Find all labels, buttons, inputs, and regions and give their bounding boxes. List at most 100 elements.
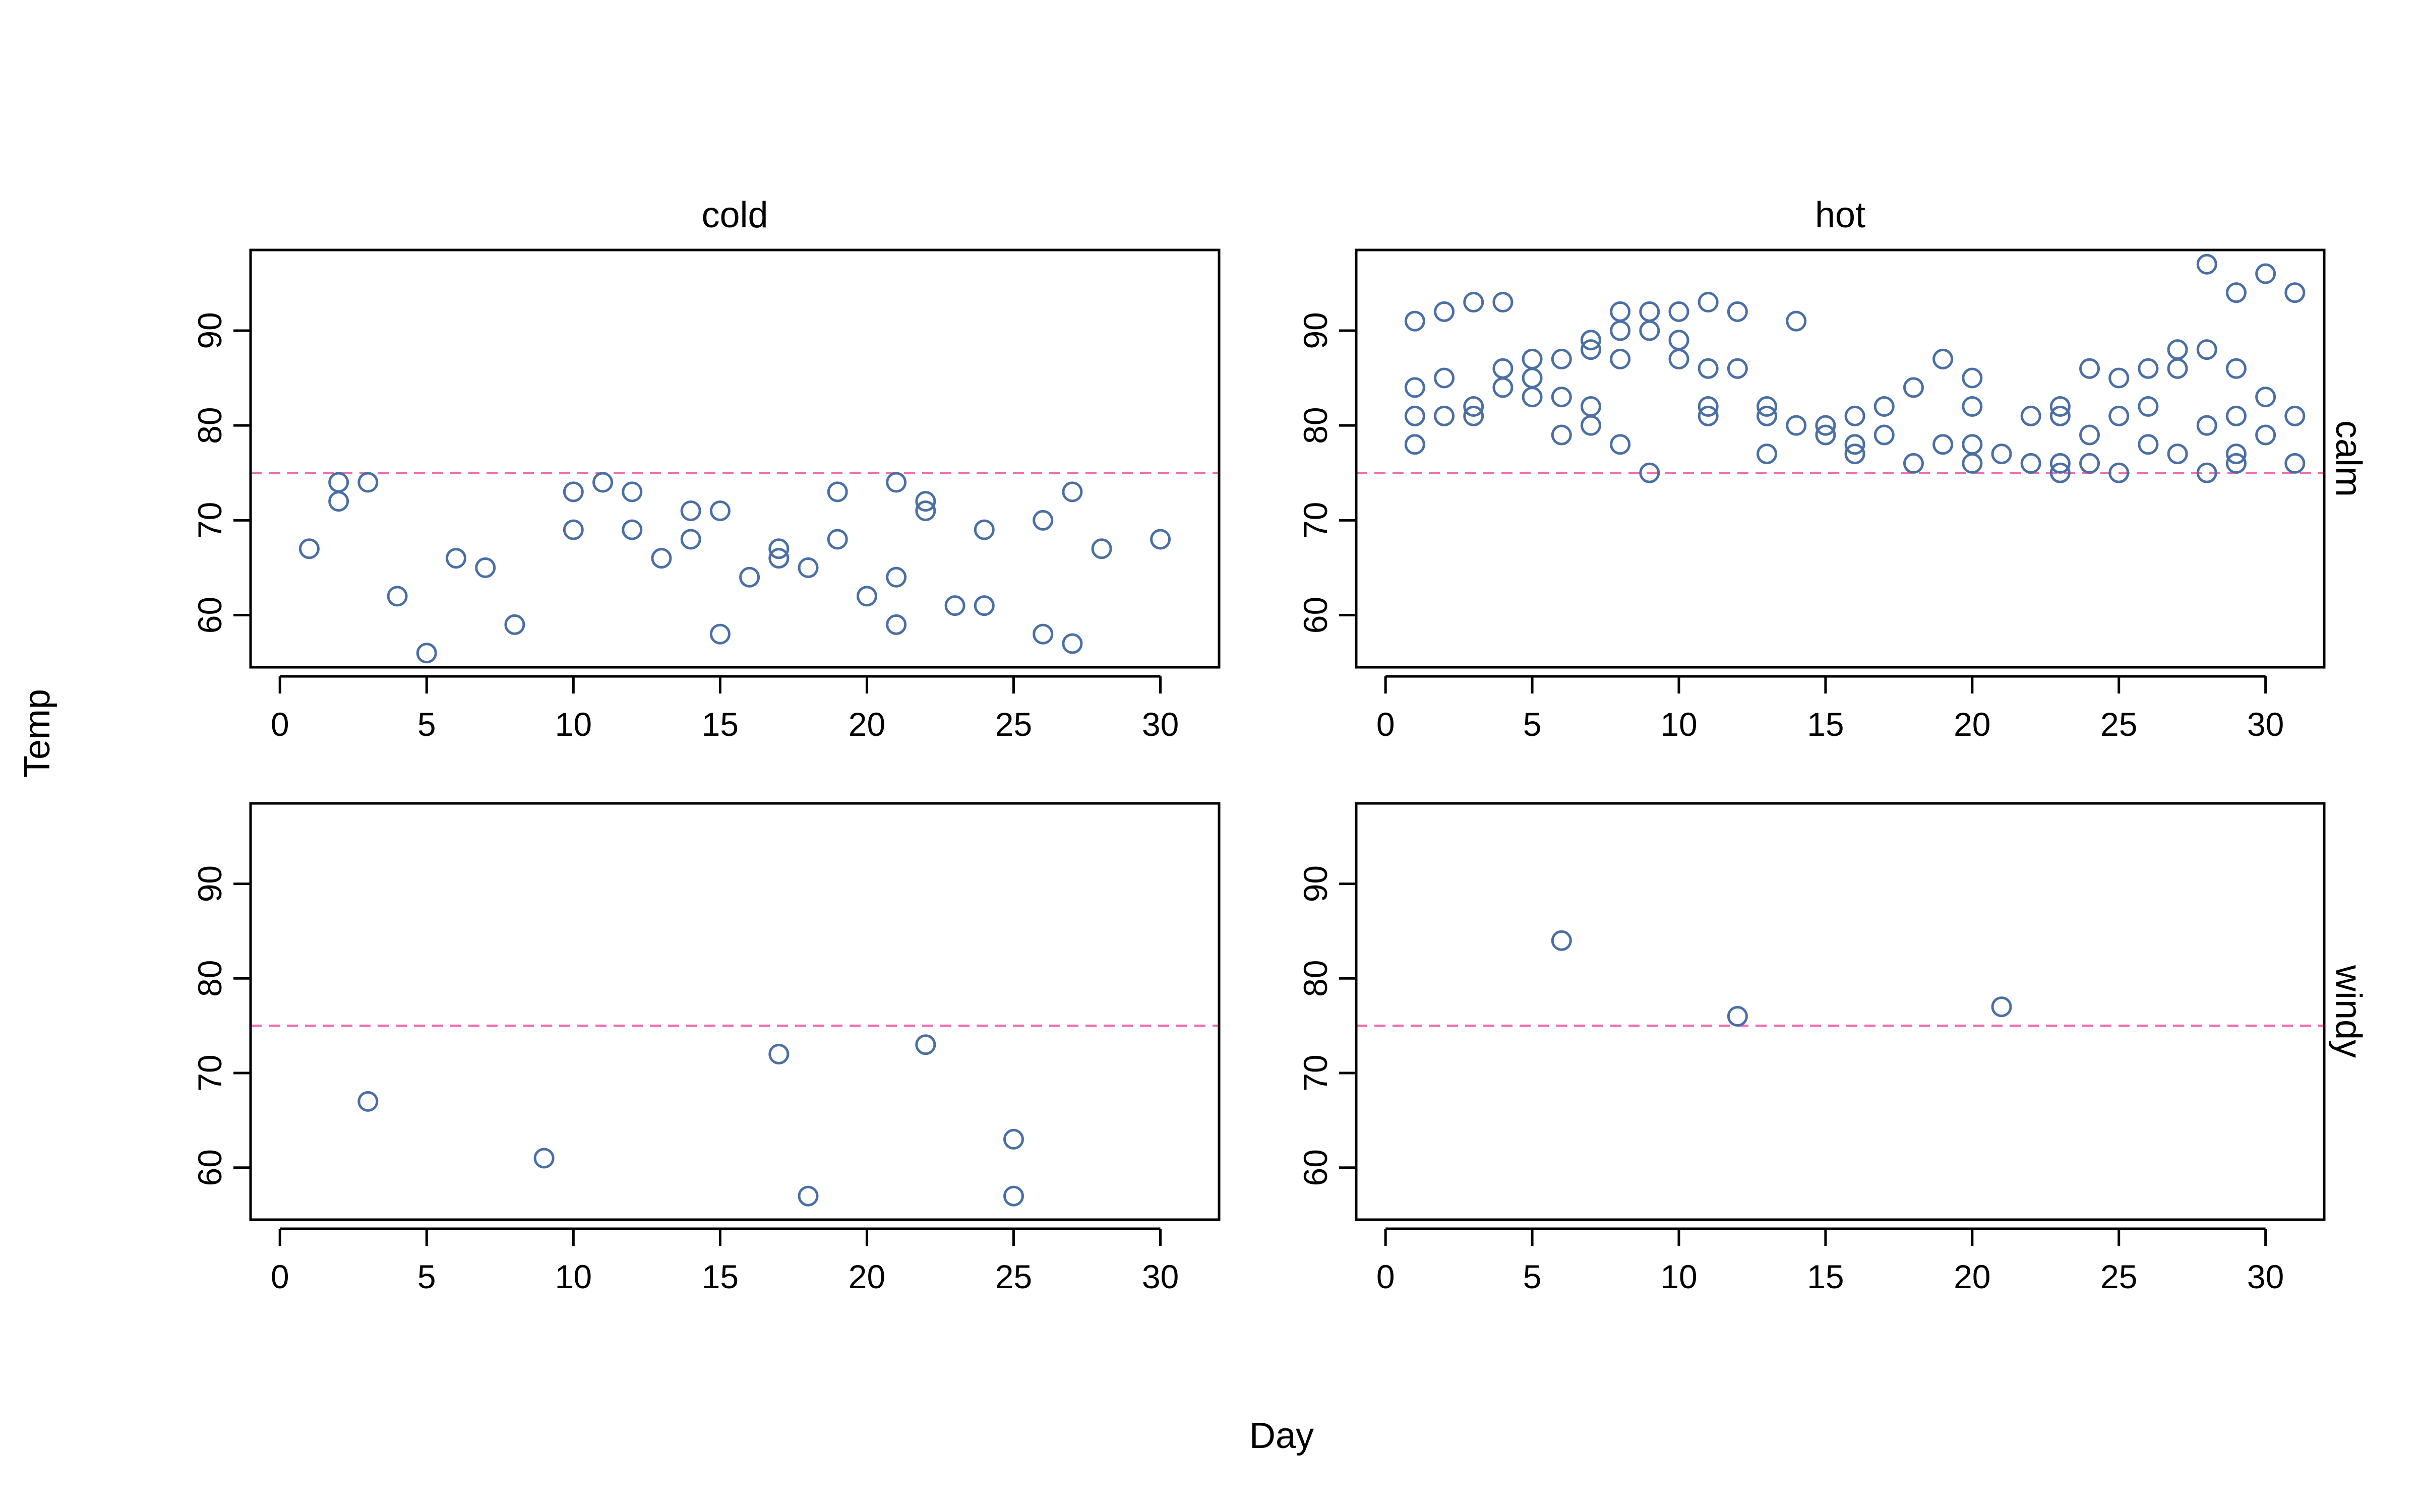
data-point: [2196, 415, 2217, 436]
data-point: [1580, 330, 1601, 351]
data-point: [1610, 320, 1631, 341]
data-point: [1698, 396, 1719, 417]
data-point: [768, 548, 790, 569]
data-point: [915, 491, 936, 512]
data-point: [1610, 301, 1631, 322]
panel-frame: [1355, 802, 2326, 1221]
data-point: [1844, 444, 1865, 465]
data-point: [1463, 405, 1484, 426]
data-point: [1580, 396, 1601, 417]
panel-hot-windy: 0 5 10 15 20 25 30 60 70 80 90: [1297, 802, 2326, 1295]
data-point: [1668, 348, 1689, 369]
data-point: [1639, 301, 1660, 322]
x-tick-label: 10: [1660, 1258, 1697, 1295]
data-point: [2225, 358, 2247, 379]
data-point: [2196, 339, 2217, 360]
data-point: [1522, 387, 1543, 408]
y-tick-label: 90: [1297, 312, 1334, 349]
x-tick-label: 25: [995, 706, 1032, 743]
data-point: [328, 472, 349, 493]
data-point: [387, 586, 408, 607]
panels-layer: 0 5 10 15 20 25 30 60 70 80 90 0 5 10 15 20 25 30 60 70 80 90…: [191, 195, 2369, 1295]
data-point: [475, 557, 496, 578]
x-tick-label: 15: [1807, 1258, 1844, 1295]
panel-hot-calm: 0 5 10 15 20 25 30 60 70 80 90: [1297, 248, 2326, 743]
data-point: [2108, 367, 2130, 389]
data-point: [1610, 348, 1631, 369]
data-point: [2079, 358, 2100, 379]
data-point: [1610, 434, 1631, 455]
x-axis: 0 5 10 15 20 25 30: [271, 1227, 1179, 1295]
data-point: [445, 548, 466, 569]
data-point: [1698, 292, 1719, 312]
data-point: [1404, 405, 1425, 426]
x-tick-label: 5: [1523, 706, 1542, 743]
y-tick-label: 70: [1297, 1054, 1334, 1091]
data-point: [533, 1148, 555, 1169]
x-tick-label: 0: [1376, 706, 1395, 743]
data-point: [1786, 310, 1807, 332]
x-tick-label: 20: [1954, 1258, 1990, 1295]
y-tick-label: 70: [191, 1054, 228, 1091]
data-point: [1404, 434, 1425, 455]
x-tick-label: 0: [1376, 1258, 1395, 1295]
data-point: [1150, 529, 1171, 550]
x-axis: 0 5 10 15 20 25 30: [1376, 1227, 2284, 1295]
data-point: [2079, 453, 2100, 474]
row-label-windy: windy: [2328, 965, 2369, 1058]
column-label-cold: cold: [701, 195, 768, 235]
x-tick-label: 0: [271, 1258, 289, 1295]
y-tick-label: 80: [191, 407, 228, 444]
data-point: [1404, 310, 1425, 332]
data-point: [2049, 462, 2071, 483]
data-point: [1033, 623, 1054, 645]
data-point: [886, 566, 907, 588]
panel-cold-windy: 0 5 10 15 20 25 30 60 70 80 90: [191, 802, 1221, 1295]
data-point: [827, 529, 848, 550]
data-point: [1003, 1128, 1024, 1150]
data-point: [622, 481, 643, 502]
data-point: [856, 586, 877, 607]
data-point: [1551, 424, 1572, 446]
data-point: [1580, 339, 1601, 360]
data-point: [1962, 367, 1983, 389]
x-tick-label: 30: [2247, 706, 2284, 743]
y-axis-title: Temp: [17, 689, 57, 778]
y-tick-label: 60: [1297, 1149, 1334, 1186]
x-tick-label: 15: [702, 1258, 739, 1295]
data-point: [915, 500, 936, 521]
data-point: [1492, 377, 1514, 398]
data-point: [416, 643, 437, 664]
data-point: [563, 519, 584, 540]
data-point: [2255, 424, 2276, 446]
data-point: [680, 500, 701, 521]
data-point: [2284, 282, 2306, 303]
data-point: [2225, 282, 2247, 303]
data-point: [1903, 377, 1924, 398]
data-point: [1551, 930, 1572, 951]
data-point: [2284, 405, 2306, 426]
data-point: [1639, 462, 1660, 483]
data-point: [1844, 434, 1865, 455]
data-points: [1404, 254, 2306, 483]
data-point: [2108, 405, 2130, 426]
x-tick-label: 30: [1142, 1258, 1179, 1295]
data-point: [1698, 405, 1719, 426]
data-point: [1757, 396, 1778, 417]
data-point: [2255, 263, 2276, 284]
data-point: [1727, 301, 1748, 322]
x-tick-label: 10: [555, 706, 592, 743]
data-point: [1815, 415, 1836, 436]
data-point: [2196, 254, 2217, 275]
data-point: [1091, 538, 1112, 559]
data-point: [827, 481, 848, 502]
data-point: [328, 491, 349, 512]
x-tick-label: 5: [417, 706, 436, 743]
data-point: [1698, 358, 1719, 379]
data-point: [1522, 348, 1543, 369]
data-point: [1962, 434, 1983, 455]
x-tick-label: 10: [1660, 706, 1697, 743]
x-axis: 0 5 10 15 20 25 30: [271, 675, 1179, 743]
data-point: [1062, 633, 1083, 654]
data-point: [651, 548, 672, 569]
